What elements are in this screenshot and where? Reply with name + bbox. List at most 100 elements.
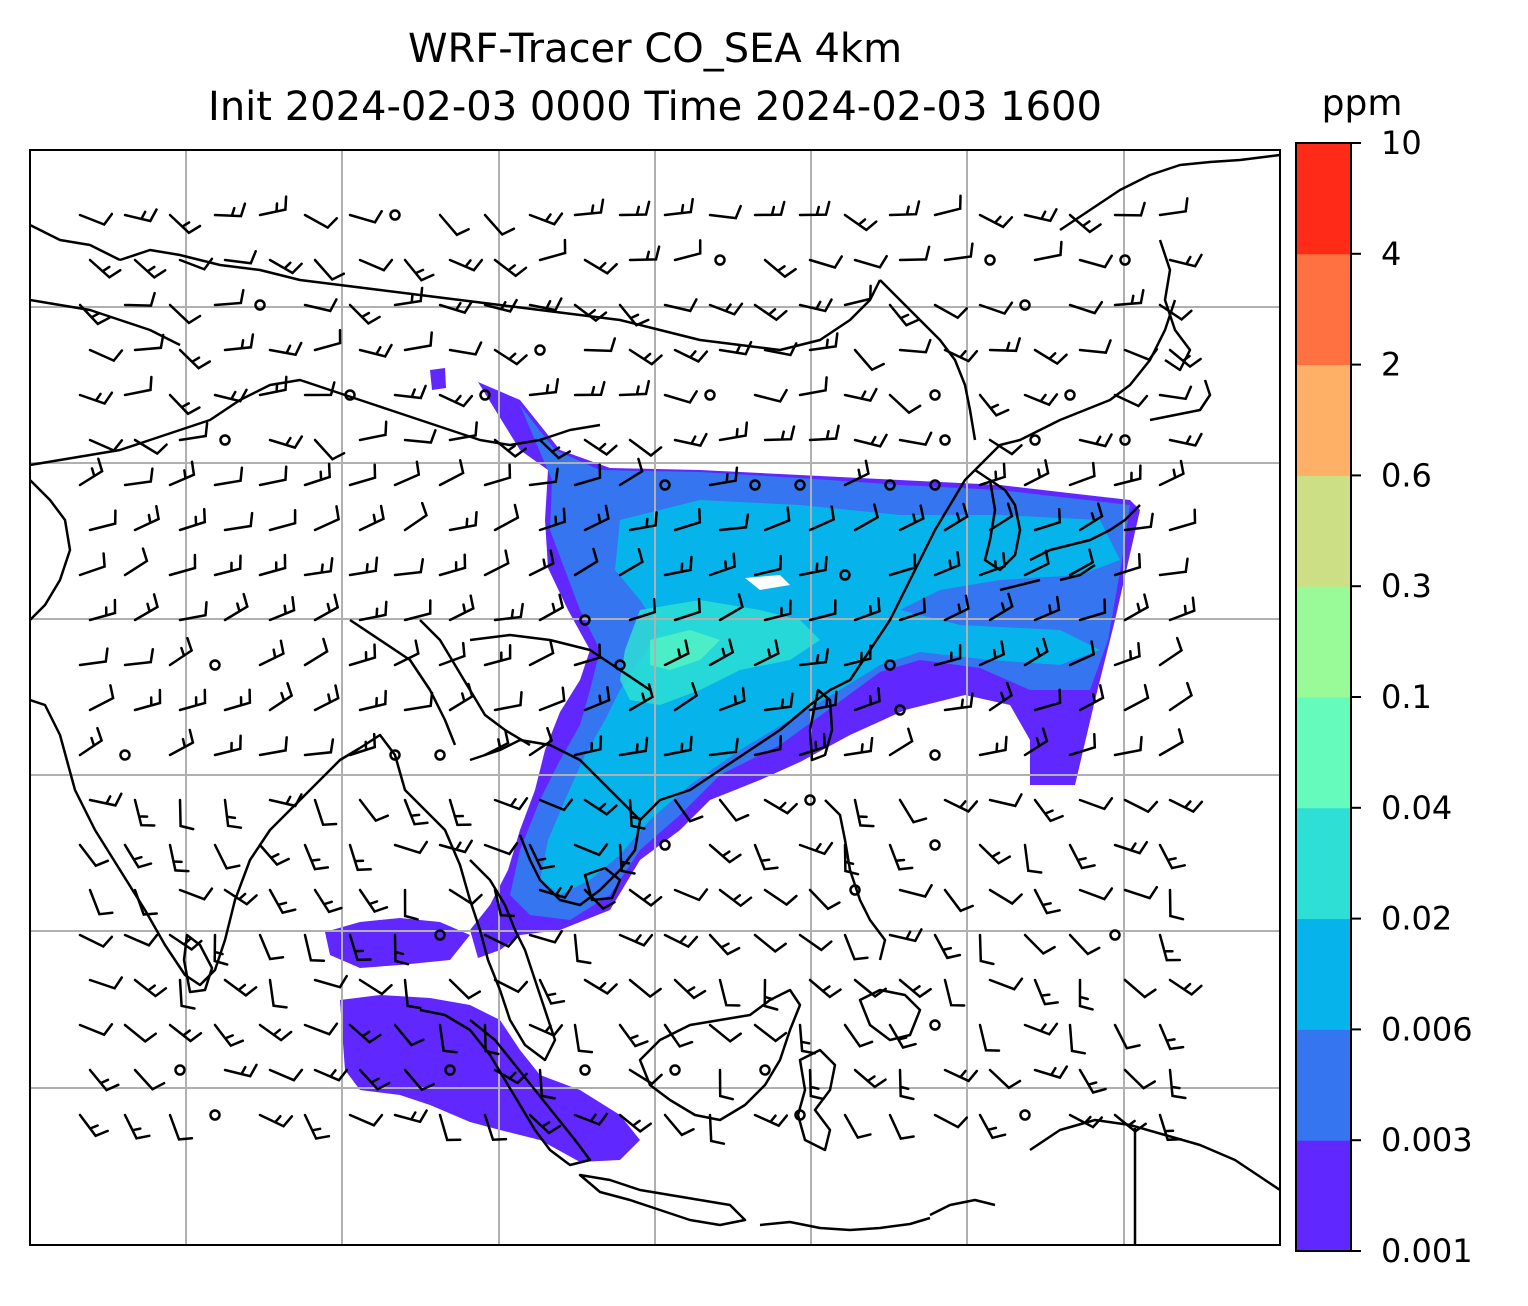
wind-barb: [178, 348, 212, 370]
calm-wind-marker: [1119, 254, 1131, 266]
wind-barb: [763, 888, 798, 907]
wind-barb: [1113, 288, 1145, 307]
wind-barb: [168, 933, 203, 951]
wind-barb: [213, 843, 241, 870]
wind-barb: [1158, 1113, 1182, 1142]
wind-barb: [348, 463, 377, 487]
wind-barb: [1168, 508, 1197, 532]
wind-barb: [448, 341, 483, 356]
wind-barb: [223, 333, 255, 352]
wind-barb: [718, 888, 753, 908]
wind-barb: [1158, 843, 1186, 870]
wind-barb: [88, 258, 122, 279]
wind-barb: [763, 258, 797, 279]
wind-barb: [348, 1113, 384, 1127]
wind-barb: [573, 547, 599, 577]
wind-barb: [168, 636, 194, 667]
wind-barb: [78, 212, 114, 227]
wind-barb: [133, 333, 165, 352]
wind-barb: [978, 933, 995, 966]
wind-barb: [123, 933, 159, 947]
wind-barb: [618, 457, 644, 487]
wind-barb: [628, 683, 654, 712]
wind-barb: [753, 843, 779, 871]
wind-barb: [223, 688, 252, 712]
wind-barb: [843, 1023, 874, 1048]
wind-barb: [303, 213, 339, 230]
wind-barb: [853, 798, 875, 828]
wind-barb: [438, 553, 467, 577]
colorbar-blocks: [1296, 143, 1351, 1252]
wind-barb: [403, 258, 435, 282]
wind-barb: [988, 502, 1014, 532]
plume-level-4: [620, 600, 820, 705]
colorbar-block: [1296, 807, 1351, 920]
wind-barb: [853, 433, 888, 448]
calm-wind-marker: [659, 479, 671, 491]
wind-barb: [438, 641, 466, 667]
wind-barb: [448, 888, 483, 906]
wind-barb: [718, 340, 753, 356]
wind-barb: [313, 1068, 349, 1082]
wind-barb: [583, 798, 618, 816]
wind-barb: [313, 505, 340, 532]
wind-barb: [1033, 888, 1061, 915]
wind-barb: [358, 978, 393, 996]
wind-barb: [943, 798, 979, 813]
wind-barb: [628, 348, 663, 366]
wind-barb: [313, 258, 346, 282]
wind-barb: [943, 348, 979, 363]
wind-barb: [1123, 885, 1159, 900]
wind-barb: [1023, 208, 1058, 223]
colorbar-block: [1296, 364, 1351, 476]
wind-barb: [313, 974, 348, 989]
wind-barb: [393, 384, 427, 400]
wind-barb: [178, 887, 214, 901]
wind-barb: [223, 888, 258, 906]
wind-barb: [168, 728, 195, 757]
border-mongolia: [119, 248, 882, 352]
wind-barb: [1068, 733, 1097, 757]
wind-barb: [843, 933, 869, 961]
wind-barb: [213, 1023, 245, 1048]
calm-wind-marker: [174, 1064, 186, 1076]
wind-barb: [303, 843, 330, 871]
coast-timor: [929, 1198, 996, 1217]
wind-barb: [1158, 1023, 1185, 1051]
coast-malay-peninsula: [469, 859, 557, 1062]
border-himalaya: [30, 378, 601, 467]
wind-barb: [753, 1023, 788, 1043]
wind-barb: [1078, 598, 1107, 622]
wind-barb: [1158, 459, 1185, 487]
wind-barb: [583, 337, 617, 353]
wind-barb: [268, 258, 303, 275]
calm-wind-markers: [119, 209, 1131, 1121]
wind-barb: [718, 798, 750, 822]
wind-barb: [843, 459, 870, 487]
wind-barb: [763, 978, 779, 1011]
wind-barb: [493, 348, 528, 366]
wind-barb: [978, 552, 1006, 577]
wind-barb: [798, 298, 833, 313]
wind-barb: [718, 1068, 735, 1101]
wind-barb: [348, 843, 372, 872]
wind-barb: [888, 928, 923, 943]
calm-wind-marker: [1019, 299, 1031, 311]
calm-wind-marker: [929, 389, 941, 401]
wind-barb: [403, 798, 429, 826]
wind-barb: [178, 257, 214, 271]
calm-wind-marker: [849, 884, 861, 896]
wind-barb: [663, 933, 699, 949]
colorbar-ticks: 0.001 0.003 0.006 0.02 0.04 0.1 0.3 0.6 2 4 10: [1351, 124, 1473, 1270]
wind-barb: [1023, 933, 1056, 956]
wind-barb: [1168, 596, 1196, 622]
wind-barb: [933, 1113, 969, 1129]
calm-wind-marker: [579, 1064, 591, 1076]
wind-barb: [628, 888, 663, 907]
wind-barb: [268, 888, 297, 915]
wind-barb: [1023, 1022, 1059, 1036]
wind-barb: [1158, 933, 1182, 962]
wind-barb: [1158, 385, 1193, 401]
wind-barb: [808, 690, 838, 712]
wind-barb: [133, 798, 156, 827]
